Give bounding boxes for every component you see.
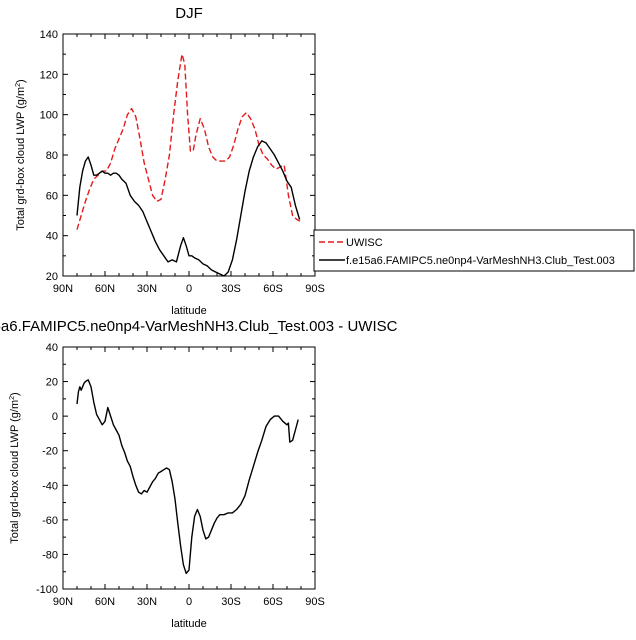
bottom-line-chart: 5a6.FAMIPC5.ne0np4-VarMeshNH3.Club_Test.…	[0, 318, 398, 630]
top-x-tick-label: 60S	[263, 283, 283, 295]
legend-box	[313, 229, 635, 272]
top-x-tick-label: 0	[186, 283, 192, 295]
top-x-axis-label: latitude	[171, 305, 206, 317]
bottom-y-axis-label-superscript: 2	[9, 396, 16, 400]
bottom-y-tick-label: -100	[36, 584, 58, 596]
bottom-x-tick-label: 30N	[137, 596, 157, 608]
bottom-x-tick-label: 60S	[263, 596, 283, 608]
legend-label-model: f.e15a6.FAMIPC5.ne0np4-VarMeshNH3.Club_T…	[346, 255, 615, 267]
top-x-tick-label: 90S	[305, 283, 325, 295]
bottom-y-tick-label: 0	[52, 411, 58, 423]
bottom-y-tick-labels: -100 -80 -60 -40 -20 0 20 40	[36, 342, 58, 596]
bottom-x-tick-label: 90N	[53, 596, 73, 608]
bottom-x-tick-label: 60N	[95, 596, 115, 608]
bottom-y-axis-label: Total grd-box cloud LWP (g/m2)	[9, 392, 21, 543]
bottom-x-tick-label: 0	[186, 596, 192, 608]
bottom-y-axis-label-main: Total grd-box cloud LWP (g/m	[9, 400, 21, 544]
top-y-tick-label: 60	[46, 190, 58, 202]
top-x-tick-label: 30N	[137, 283, 157, 295]
top-chart-title: DJF	[175, 5, 203, 22]
top-plot-frame	[62, 33, 316, 277]
bottom-x-tick-labels: 90N 60N 30N 0 30S 60S 90S	[53, 596, 325, 608]
bottom-y-tick-label: 40	[46, 342, 58, 354]
top-y-axis-label: Total grd-box cloud LWP (g/m2)	[15, 79, 27, 230]
bottom-y-tick-label: -40	[42, 480, 58, 492]
top-y-tick-label: 100	[40, 110, 58, 122]
bottom-axis-ticks	[62, 346, 316, 590]
top-y-tick-label: 40	[46, 231, 58, 243]
top-x-tick-labels: 90N 60N 30N 0 30S 60S 90S	[53, 283, 325, 295]
top-y-tick-labels: 20 40 60 80 100 120 140	[40, 29, 58, 283]
bottom-series-lines	[76, 379, 299, 575]
bottom-y-tick-label: -80	[42, 549, 58, 561]
bottom-y-tick-label: 20	[46, 377, 58, 389]
top-x-tick-label: 90N	[53, 283, 73, 295]
bottom-x-axis-label: latitude	[171, 618, 206, 630]
top-x-tick-label: 30S	[221, 283, 241, 295]
bottom-x-tick-label: 30S	[221, 596, 241, 608]
top-axis-ticks	[62, 33, 316, 277]
top-y-axis-label-main: Total grd-box cloud LWP (g/m	[15, 87, 27, 231]
bottom-series-line-0	[76, 379, 299, 575]
bottom-chart-title: 5a6.FAMIPC5.ne0np4-VarMeshNH3.Club_Test.…	[0, 318, 398, 335]
bottom-y-axis-label-close: )	[9, 392, 21, 396]
top-series-line-1	[76, 140, 301, 277]
top-y-tick-label: 80	[46, 150, 58, 162]
top-x-tick-label: 60N	[95, 283, 115, 295]
top-y-tick-label: 20	[46, 271, 58, 283]
top-series-line-0	[76, 53, 302, 230]
top-y-axis-label-close: )	[15, 79, 27, 83]
top-y-tick-label: 140	[40, 29, 58, 41]
bottom-x-tick-label: 90S	[305, 596, 325, 608]
legend-label-uwisc: UWISC	[346, 237, 383, 249]
top-chart-legend: UWISC f.e15a6.FAMIPC5.ne0np4-VarMeshNH3.…	[313, 229, 635, 272]
bottom-plot-frame	[62, 346, 316, 590]
bottom-y-tick-label: -20	[42, 446, 58, 458]
top-series-lines	[76, 53, 302, 277]
top-y-axis-label-superscript: 2	[15, 83, 22, 87]
top-y-tick-label: 120	[40, 69, 58, 81]
bottom-y-tick-label: -60	[42, 515, 58, 527]
